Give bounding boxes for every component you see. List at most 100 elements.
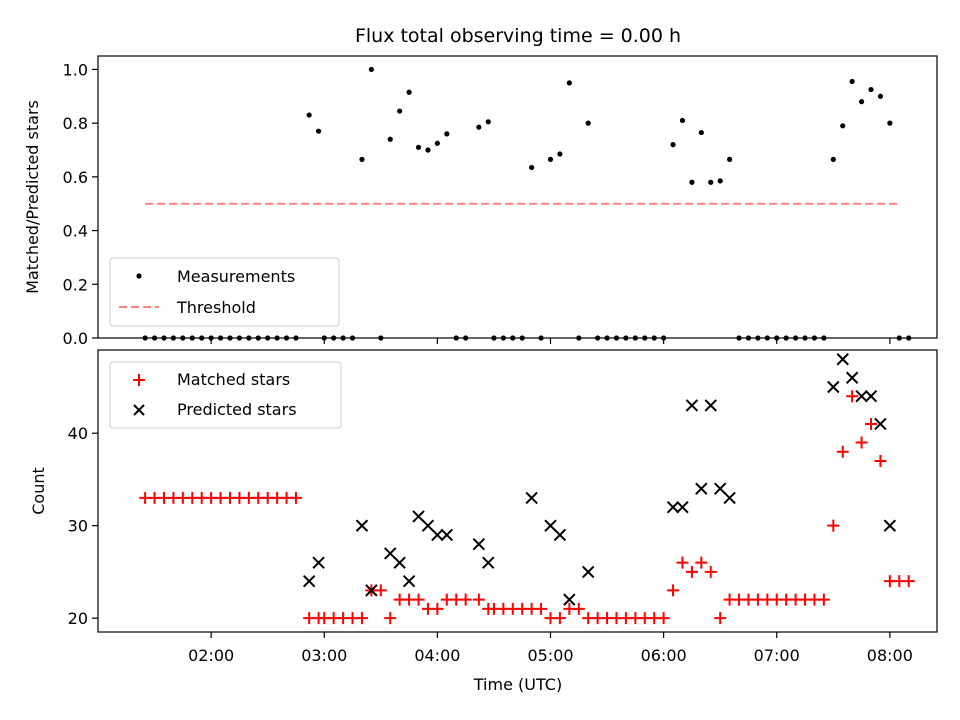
measurement-point <box>434 140 440 146</box>
predicted-star-point <box>723 491 736 505</box>
bottom-y-tick-label: 40 <box>68 424 88 443</box>
matched-star-point <box>865 417 878 430</box>
predicted-star-point <box>685 399 699 412</box>
predicted-star-point <box>412 510 425 523</box>
predicted-star-point <box>355 519 369 532</box>
measurement-point <box>306 112 312 118</box>
legend-predicted-marker <box>133 404 145 416</box>
bottom-axes: 20 30 40 02:00 03:00 04:00 05:00 06:00 07:00 08:… <box>29 349 938 694</box>
measurement-point <box>830 156 836 162</box>
predicted-star-point <box>704 399 717 412</box>
top-y-axis-label: Matched/Predicted stars <box>23 100 42 294</box>
x-tick-label: 03:00 <box>301 646 347 665</box>
matched-star-point <box>431 602 444 615</box>
predicted-star-point <box>836 353 849 366</box>
predicted-star-point <box>581 565 595 579</box>
predicted-star-point <box>440 528 454 542</box>
predicted-star-point <box>312 556 325 569</box>
x-axis-label: Time (UTC) <box>473 675 562 694</box>
predicted-star-point <box>472 537 486 551</box>
legend-matched-marker <box>133 374 145 386</box>
predicted-star-point <box>883 519 897 532</box>
matched-star-point <box>846 390 859 403</box>
top-y-tick-label: 0.6 <box>63 168 88 187</box>
matched-star-point <box>902 575 915 588</box>
bottom-plot-frame <box>97 349 938 633</box>
measurement-point <box>425 147 431 153</box>
predicted-star-point <box>855 390 868 403</box>
predicted-star-point <box>827 380 840 394</box>
predicted-star-point <box>666 500 680 514</box>
predicted-star-point <box>431 528 444 542</box>
measurement-point <box>485 119 491 125</box>
predicted-star-point <box>482 556 495 569</box>
matched-star-point <box>459 593 472 606</box>
measurement-point <box>476 124 482 130</box>
matched-star-point <box>685 565 698 578</box>
x-tick-label: 08:00 <box>867 646 913 665</box>
top-y-tick-label: 0.4 <box>63 222 88 241</box>
bottom-y-tick-label: 30 <box>68 517 88 536</box>
measurement-point <box>887 120 893 126</box>
measurement-point <box>717 178 723 184</box>
measurement-point <box>849 78 855 85</box>
measurement-point <box>368 66 374 73</box>
bottom-legend-box <box>109 361 342 429</box>
measurement-point <box>840 123 846 129</box>
measurement-point <box>858 99 865 105</box>
matched-star-point <box>535 602 548 615</box>
predicted-star-point <box>676 500 689 514</box>
legend-predicted-label: Predicted stars <box>177 400 297 419</box>
top-legend-box <box>109 257 340 327</box>
predicted-star-point <box>553 528 567 542</box>
matched-star-point <box>836 445 849 458</box>
matched-star-point <box>657 612 670 625</box>
measurement-point <box>444 131 450 137</box>
bottom-y-tick-label: 20 <box>68 609 88 628</box>
matched-star-point <box>714 612 727 625</box>
matched-star-point <box>289 491 302 504</box>
matched-star-point <box>355 612 368 625</box>
top-y-ticks: 0.0 0.2 0.4 0.6 0.8 1.0 <box>63 60 98 348</box>
predicted-star-point <box>302 574 316 588</box>
matched-star-point <box>704 565 717 578</box>
predicted-star-point <box>563 593 576 606</box>
predicted-star-point <box>544 519 557 532</box>
matched-star-point <box>695 556 708 569</box>
measurement-point <box>566 80 572 86</box>
measurement-point <box>387 136 393 142</box>
predicted-star-point <box>713 482 727 495</box>
predicted-star-point <box>421 519 435 532</box>
matched-star-point <box>676 556 689 569</box>
predicted-star-point <box>864 390 878 403</box>
top-y-tick-label: 0.0 <box>63 329 88 348</box>
matched-star-point <box>667 584 680 597</box>
matched-star-point <box>855 436 868 449</box>
measurement-point <box>868 86 874 93</box>
measurement-point <box>689 179 695 185</box>
predicted-star-point <box>525 491 538 505</box>
measurement-point <box>415 144 422 150</box>
matched-star-point <box>572 602 585 615</box>
measurement-point <box>397 108 403 114</box>
top-axes: 0.0 0.2 0.4 0.6 0.8 1.0 Matched/Predicted sta… <box>23 55 938 348</box>
top-x-ticks <box>210 338 891 344</box>
top-y-tick-label: 0.2 <box>63 275 88 294</box>
measurement-point <box>547 156 554 162</box>
legend-measurements-marker <box>136 273 142 279</box>
bottom-marks <box>139 353 915 625</box>
measurement-point <box>708 179 714 185</box>
top-legend: Measurements Threshold <box>109 257 340 327</box>
bottom-legend: Matched stars Predicted stars <box>109 361 342 429</box>
predicted-star-point <box>845 371 859 384</box>
measurement-point <box>406 89 412 95</box>
predicted-star-point <box>874 417 887 431</box>
measurement-point <box>698 129 704 136</box>
x-tick-label: 07:00 <box>754 646 800 665</box>
measurement-point <box>529 164 535 171</box>
x-tick-label: 06:00 <box>641 646 687 665</box>
bottom-y-axis-label: Count <box>29 467 48 515</box>
measurement-point <box>670 142 676 148</box>
predicted-star-point <box>695 482 708 495</box>
